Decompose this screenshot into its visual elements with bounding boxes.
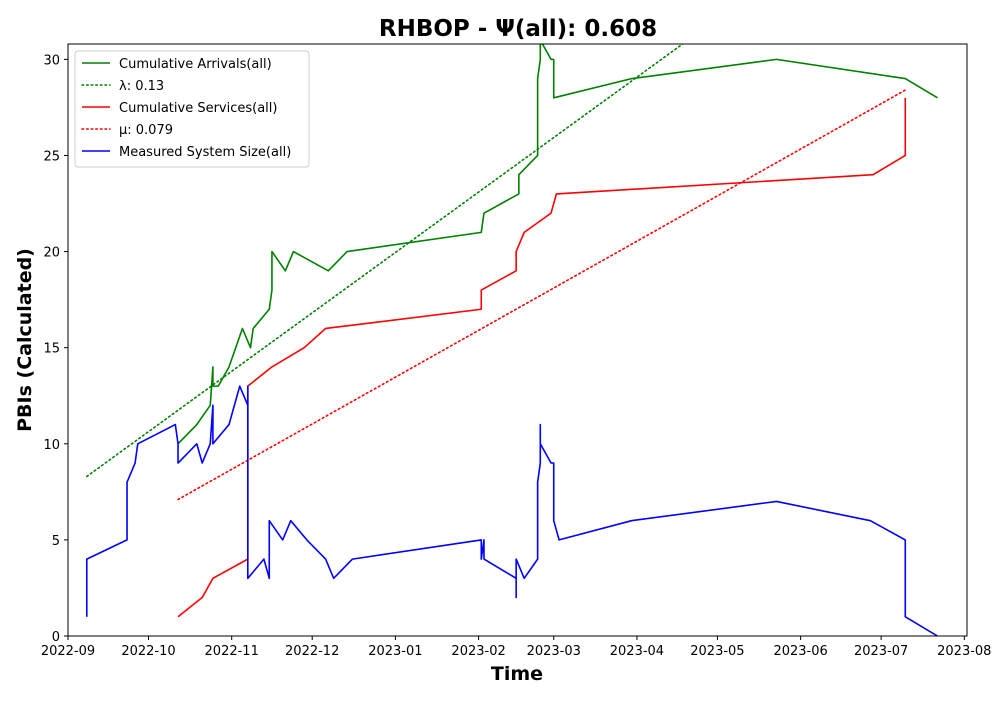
series-line-0 (177, 44, 938, 445)
x-tick-label: 2023-02 (451, 644, 505, 659)
legend-label: Measured System Size(all) (119, 145, 291, 160)
y-tick-label: 15 (43, 342, 60, 357)
series-line-4 (85, 385, 938, 636)
y-tick-label: 0 (52, 630, 60, 645)
y-tick-label: 25 (43, 149, 60, 164)
x-tick-label: 2023-01 (368, 644, 422, 659)
y-tick-label: 10 (43, 438, 60, 453)
x-tick-label: 2023-04 (610, 644, 664, 659)
series-line-1 (85, 44, 684, 478)
x-tick-label: 2023-07 (854, 644, 908, 659)
chart-title: RHBOP - Ψ(all): 0.608 (379, 16, 657, 42)
x-tick-label: 2023-05 (690, 644, 744, 659)
y-tick-label: 30 (43, 53, 60, 68)
y-tick-label: 5 (52, 534, 60, 549)
x-tick-label: 2022-09 (41, 644, 95, 659)
x-tick-label: 2022-12 (285, 644, 339, 659)
legend-label: λ: 0.13 (119, 79, 164, 94)
legend-label: μ: 0.079 (119, 123, 173, 138)
x-tick-label: 2022-10 (121, 644, 175, 659)
x-tick-label: 2023-06 (773, 644, 827, 659)
x-axis-label: Time (491, 663, 543, 685)
legend-box (74, 50, 310, 168)
series-line-2 (177, 97, 907, 618)
x-tick-label: 2023-03 (527, 644, 581, 659)
x-tick-label: 2022-11 (205, 644, 259, 659)
series-line-3 (177, 89, 907, 501)
legend-label: Cumulative Arrivals(all) (119, 57, 272, 72)
y-tick-label: 20 (43, 246, 60, 261)
series-layer (85, 44, 938, 636)
x-tick-label: 2023-08 (937, 644, 991, 659)
legend-label: Cumulative Services(all) (119, 101, 277, 116)
x-axis: 2022-09 2022-10 2022-11 2022-12 2023-01 2023-… (41, 636, 991, 659)
y-axis: 0 5 10 15 20 25 30 (43, 53, 68, 645)
y-axis-label: PBIs (Calculated) (14, 248, 36, 432)
plot-frame (67, 43, 968, 637)
legend: Cumulative Arrivals(all) λ: 0.13 Cumulativ… (74, 50, 310, 168)
